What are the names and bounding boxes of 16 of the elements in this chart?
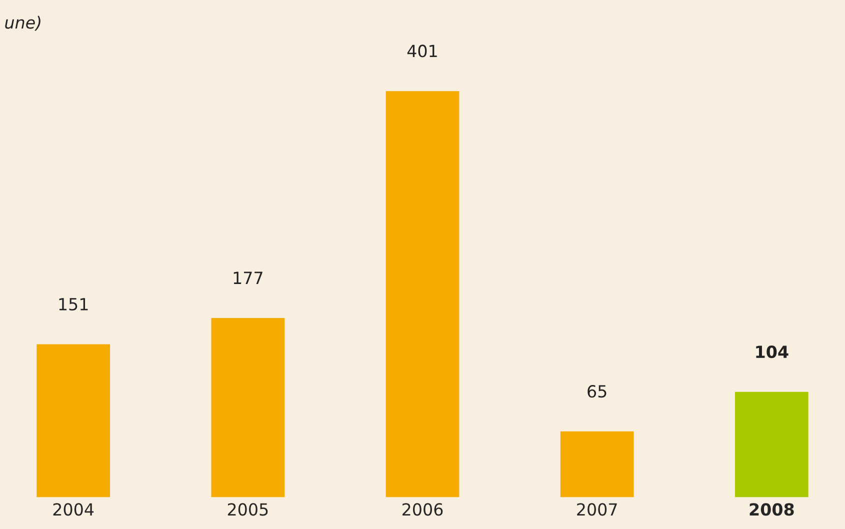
bar bbox=[386, 91, 460, 498]
x-tick-label: 2004 bbox=[53, 503, 94, 516]
data-label: 104 bbox=[756, 346, 788, 358]
data-label: 65 bbox=[588, 385, 606, 398]
x-tick-label: 2005 bbox=[228, 503, 268, 516]
x-tick-label: 2007 bbox=[577, 503, 617, 516]
bar bbox=[560, 431, 634, 498]
data-label: 151 bbox=[59, 298, 88, 311]
bar bbox=[735, 392, 808, 498]
bar bbox=[36, 344, 110, 498]
data-label: 177 bbox=[234, 272, 262, 284]
chart-title: une) bbox=[5, 16, 40, 31]
data-label: 401 bbox=[407, 44, 437, 58]
bar bbox=[211, 318, 285, 498]
x-tick-label: 2006 bbox=[402, 503, 443, 516]
x-tick-label: 2008 bbox=[750, 503, 794, 516]
